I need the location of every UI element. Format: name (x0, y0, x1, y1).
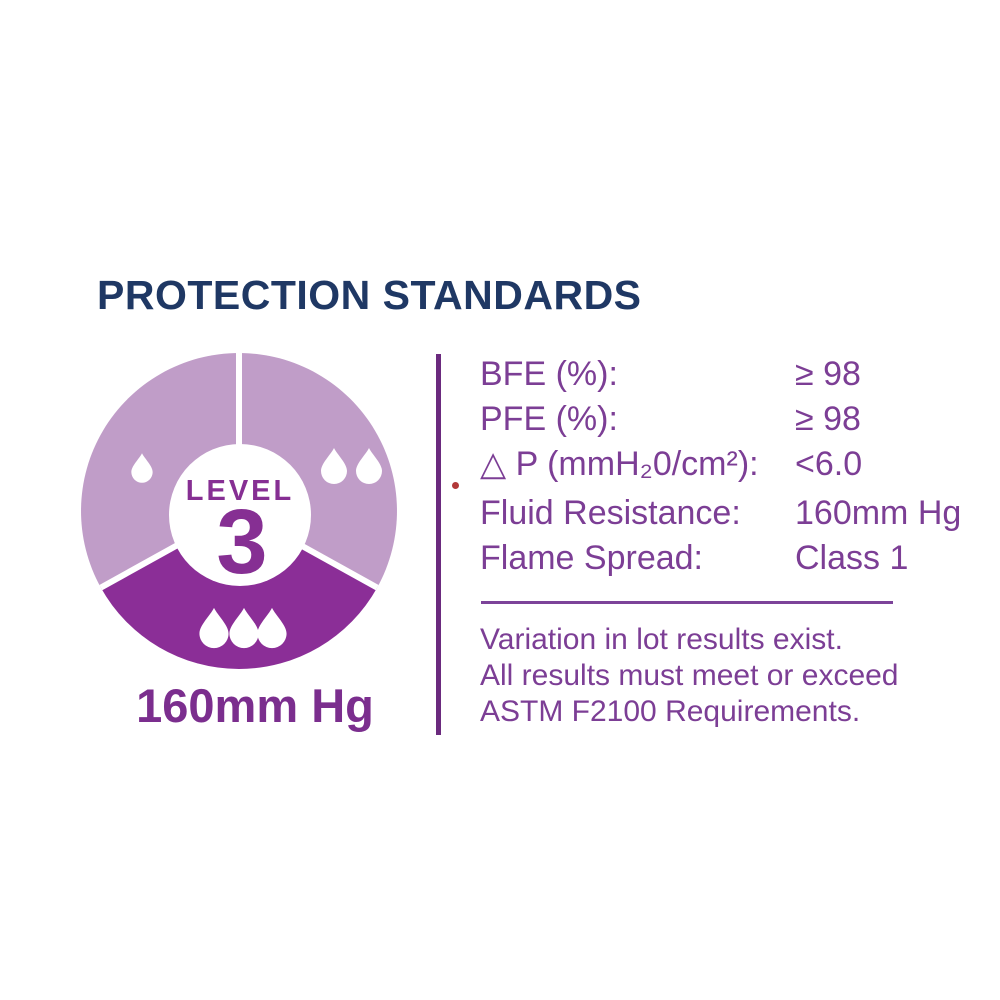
spec-row: Fluid Resistance: 160mm Hg (480, 491, 961, 536)
footnote-line: Variation in lot results exist. (480, 623, 843, 656)
spec-label: BFE (%): (480, 355, 618, 393)
spec-value: ≥ 98 (795, 400, 861, 438)
spec-value: Class 1 (795, 539, 909, 577)
vertical-divider (436, 354, 441, 735)
spec-value: <6.0 (795, 445, 863, 483)
spec-list: BFE (%): ≥ 98 PFE (%): ≥ 98 △ P (mmH₂0/c… (480, 352, 961, 581)
badge-caption: 160mm Hg (136, 679, 374, 732)
spec-row: BFE (%): ≥ 98 (480, 352, 950, 397)
horizontal-rule (481, 601, 893, 604)
spec-row: PFE (%): ≥ 98 (480, 397, 950, 442)
spec-row: △ P (mmH₂0/cm²): <6.0 (480, 442, 950, 487)
level-label: LEVEL (186, 475, 294, 507)
spec-value: 160mm Hg (795, 494, 962, 532)
spec-label: Fluid Resistance: (480, 494, 741, 532)
level-badge: LEVEL 3 (81, 353, 397, 669)
page-title: PROTECTION STANDARDS (97, 272, 642, 318)
footnote-line: All results must meet or exceed (480, 659, 899, 692)
spec-label: Flame Spread: (480, 539, 703, 577)
footnote: Variation in lot results exist. All resu… (480, 622, 899, 730)
spec-label: △ P (mmH₂0/cm²): (480, 445, 759, 483)
badge-center-disc (169, 444, 311, 586)
stray-dot (452, 482, 459, 489)
footnote-line: ASTM F2100 Requirements. (480, 695, 861, 728)
spec-value: ≥ 98 (795, 355, 861, 393)
spec-label: PFE (%): (480, 400, 618, 438)
level-number: 3 (216, 491, 267, 593)
spec-row: Flame Spread: Class 1 (480, 536, 950, 581)
